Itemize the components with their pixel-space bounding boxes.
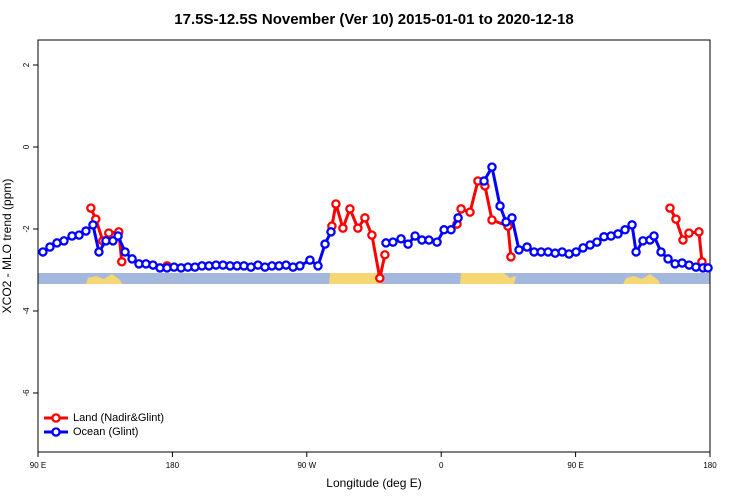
data-point — [571, 247, 581, 257]
data-point — [627, 220, 637, 230]
x-tick-label: 180 — [166, 461, 180, 470]
land-patch — [623, 274, 660, 284]
data-point — [94, 247, 104, 257]
data-point — [375, 273, 385, 283]
data-point — [649, 231, 659, 241]
data-point — [380, 250, 390, 260]
data-point — [81, 226, 91, 236]
data-point — [663, 254, 673, 264]
y-tick-label: -6 — [22, 389, 31, 397]
data-point — [74, 230, 84, 240]
data-point — [410, 231, 420, 241]
data-point — [388, 237, 398, 247]
data-point — [656, 247, 666, 257]
data-point — [345, 204, 355, 214]
x-tick-label: 90 W — [297, 461, 316, 470]
data-point — [665, 203, 675, 213]
plot-frame — [37, 39, 711, 453]
data-point — [424, 235, 434, 245]
legend-label: Ocean (Glint) — [73, 426, 138, 438]
data-point — [684, 228, 694, 238]
y-tick-label: -4 — [22, 307, 31, 315]
data-point — [592, 237, 602, 247]
land-patch — [460, 273, 516, 284]
y-tick-label: 0 — [22, 144, 31, 149]
data-point — [45, 242, 55, 252]
data-point — [331, 199, 341, 209]
data-point — [127, 254, 137, 264]
data-point — [120, 247, 130, 257]
data-point — [694, 227, 704, 237]
legend-marker — [51, 413, 61, 423]
data-point — [295, 261, 305, 271]
data-point — [326, 227, 336, 237]
y-axis-label: XCO2 - MLO trend (ppm) — [0, 179, 14, 314]
data-point — [506, 252, 516, 262]
data-point — [631, 247, 641, 257]
data-point — [456, 204, 466, 214]
data-point — [117, 257, 127, 267]
data-point — [678, 235, 688, 245]
data-point — [495, 201, 505, 211]
data-point — [367, 230, 377, 240]
data-point — [38, 247, 48, 257]
data-point — [671, 214, 681, 224]
data-point — [514, 245, 524, 255]
data-point — [479, 176, 489, 186]
data-point — [396, 234, 406, 244]
data-point — [703, 263, 713, 273]
data-point — [465, 207, 475, 217]
land-patch — [86, 274, 122, 284]
data-point — [320, 239, 330, 249]
data-point — [487, 162, 497, 172]
land-patch — [329, 273, 381, 284]
land-mask — [38, 273, 710, 284]
x-tick-label: 180 — [703, 461, 717, 470]
y-tick-label: -2 — [22, 225, 31, 233]
data-point — [360, 213, 370, 223]
legend-label: Land (Nadir&Glint) — [73, 412, 164, 424]
data-point — [522, 242, 532, 252]
y-tick-label: 2 — [22, 62, 31, 67]
data-point — [446, 225, 456, 235]
x-axis-label: Longitude (deg E) — [326, 476, 421, 490]
data-point — [507, 213, 517, 223]
data-point — [104, 228, 114, 238]
data-point — [88, 220, 98, 230]
legend-marker — [51, 427, 61, 437]
data-point — [487, 215, 497, 225]
chart-title: 17.5S-12.5S November (Ver 10) 2015-01-01… — [174, 11, 573, 28]
x-tick-label: 90 E — [567, 461, 583, 470]
data-point — [59, 236, 69, 246]
data-point — [86, 203, 96, 213]
data-point — [432, 237, 442, 247]
x-tick-label: 0 — [439, 461, 444, 470]
data-point — [313, 261, 323, 271]
data-point — [353, 223, 363, 233]
x-tick-label: 90 E — [30, 461, 46, 470]
data-point — [113, 231, 123, 241]
data-point — [403, 239, 413, 249]
data-point — [453, 213, 463, 223]
data-point — [613, 229, 623, 239]
data-point — [620, 225, 630, 235]
data-point — [338, 223, 348, 233]
legend: Land (Nadir&Glint) Ocean (Glint) — [44, 412, 164, 438]
series-line — [330, 202, 387, 280]
data-point — [305, 255, 315, 265]
